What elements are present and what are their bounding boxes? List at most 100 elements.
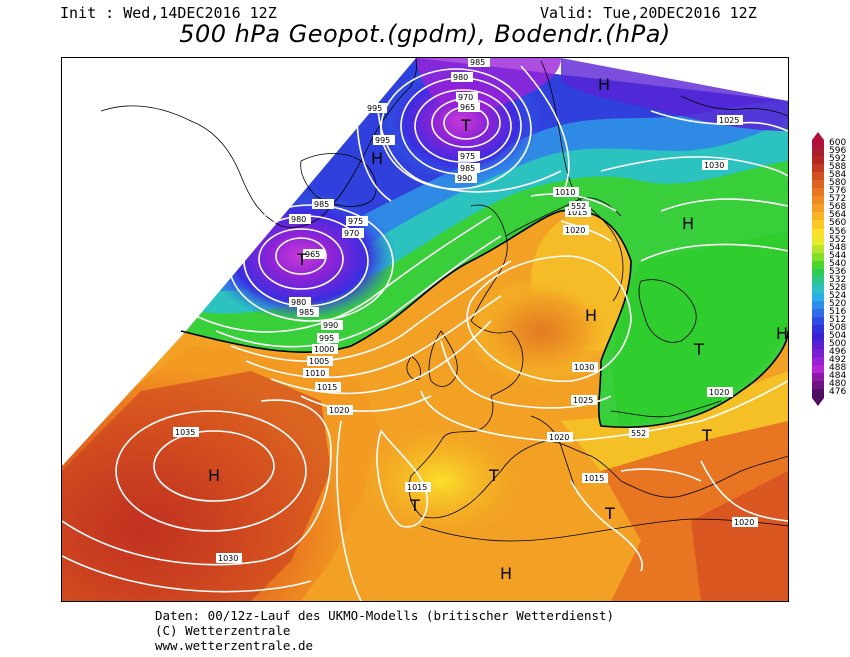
legend-row: 584 [812,171,846,181]
legend-row: 508 [812,324,846,334]
label-990: 990 [457,174,472,183]
legend-row: 548 [812,243,846,253]
legend-swatch [812,284,824,293]
legend-swatch [812,373,824,382]
high-marker: H [776,324,788,343]
legend-swatch [812,172,824,181]
legend-row: 512 [812,316,846,326]
legend-row: 536 [812,267,846,277]
label-985: 985 [470,58,485,67]
legend-value: 528 [829,282,847,293]
legend-swatch [812,381,824,390]
contour-552 [180,209,788,429]
label-985: 985 [299,308,314,317]
legend-value: 552 [829,234,847,245]
legend-row: 556 [812,227,846,237]
legend-row: 596 [812,147,846,157]
color-scale-legend: 600 596 592 588 584 580 576 572 568 564 560 556 552 5… [812,132,846,406]
legend-row: 540 [812,259,846,269]
label-970: 970 [344,229,359,238]
legend-value: 508 [829,323,847,334]
legend-value: 544 [829,250,847,261]
legend-value: 584 [829,170,847,181]
legend-row: 568 [812,203,846,213]
legend-swatch [812,260,824,269]
legend-row: 552 [812,235,846,245]
legend-row: 492 [812,356,846,366]
legend-row: 524 [812,291,846,301]
high-marker: H [585,306,597,325]
label-1020: 1020 [734,518,754,527]
label-980: 980 [291,215,306,224]
label-552: 552 [631,429,646,438]
legend-row: 496 [812,348,846,358]
legend-row: 560 [812,219,846,229]
high-marker: H [598,75,610,94]
label-1020: 1020 [709,388,729,397]
legend-swatch [812,292,824,301]
low-marker: T [296,250,307,269]
label-990: 990 [323,321,338,330]
legend-value: 484 [829,371,847,382]
legend-swatch [812,333,824,342]
legend-value: 572 [829,194,847,205]
label-985-a: 985 [468,58,490,67]
legend-value: 536 [829,266,847,277]
legend-value: 548 [829,242,847,253]
legend-row: 500 [812,340,846,350]
map-title: 500 hPa Geopot.(gpdm), Bodendr.(hPa) [179,20,671,48]
legend-value: 476 [829,387,847,398]
legend-row: 600 [812,139,846,149]
legend-value: 596 [829,146,847,157]
high-marker: H [500,564,512,583]
label-1015: 1015 [407,483,427,492]
legend-swatch [812,196,824,205]
high-marker: H [371,149,383,168]
legend-swatch [812,140,824,149]
legend-value: 580 [829,178,847,189]
legend-swatch [812,317,824,326]
map-canvas: 985 980 970 965 975 985 990 995 995 985 … [62,58,788,601]
label-1025: 1025 [719,116,739,125]
legend-row: 544 [812,251,846,261]
legend-row: 504 [812,332,846,342]
low-marker: T [460,116,471,135]
low-marker: T [701,426,712,445]
label-1020: 1020 [565,226,585,235]
legend-swatch [812,156,824,165]
label-995: 995 [367,104,382,113]
label-965: 965 [305,250,320,259]
legend-value: 488 [829,363,847,374]
label-975: 975 [348,217,363,226]
legend-value: 492 [829,355,847,366]
legend-row: 532 [812,275,846,285]
label-965: 965 [460,103,475,112]
legend-value: 600 [829,138,847,148]
legend-value: 500 [829,339,847,350]
legend-row: 484 [812,372,846,382]
legend-row: 572 [812,195,846,205]
legend-swatch [812,325,824,334]
legend-value: 480 [829,379,847,390]
low-marker: T [604,504,615,523]
label-1015: 1015 [317,383,337,392]
legend-value: 540 [829,258,847,269]
legend-row: 576 [812,187,846,197]
legend-value: 592 [829,154,847,165]
label-970: 970 [458,93,473,102]
label-1015: 1015 [567,208,587,217]
legend-row: 516 [812,307,846,318]
legend-swatch [812,357,824,366]
label-985: 985 [314,200,329,209]
legend-swatch [812,228,824,237]
label-980: 980 [291,298,306,307]
legend-swatch [812,349,824,358]
legend-swatch [812,244,824,253]
legend-row: 580 [812,179,846,189]
legend-swatch [812,188,824,197]
legend-value: 512 [829,315,847,326]
legend-value: 576 [829,186,847,197]
label-1030: 1030 [218,554,238,563]
label-1020: 1020 [549,433,569,442]
legend-swatch [812,164,824,173]
